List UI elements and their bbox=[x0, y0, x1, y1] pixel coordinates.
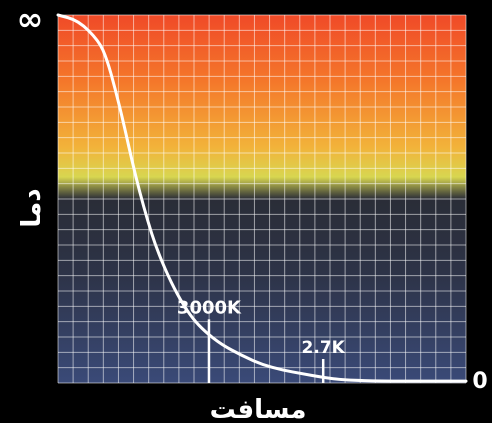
x-axis-label: مسافت bbox=[210, 395, 307, 423]
y-axis-zero-label: 0 bbox=[472, 369, 487, 394]
annotation-label: 3000K bbox=[177, 297, 242, 318]
annotation-label: 2.7K bbox=[302, 338, 346, 358]
y-axis-label: دما bbox=[17, 188, 47, 227]
y-axis-infinity-label: ∞ bbox=[17, 0, 44, 38]
